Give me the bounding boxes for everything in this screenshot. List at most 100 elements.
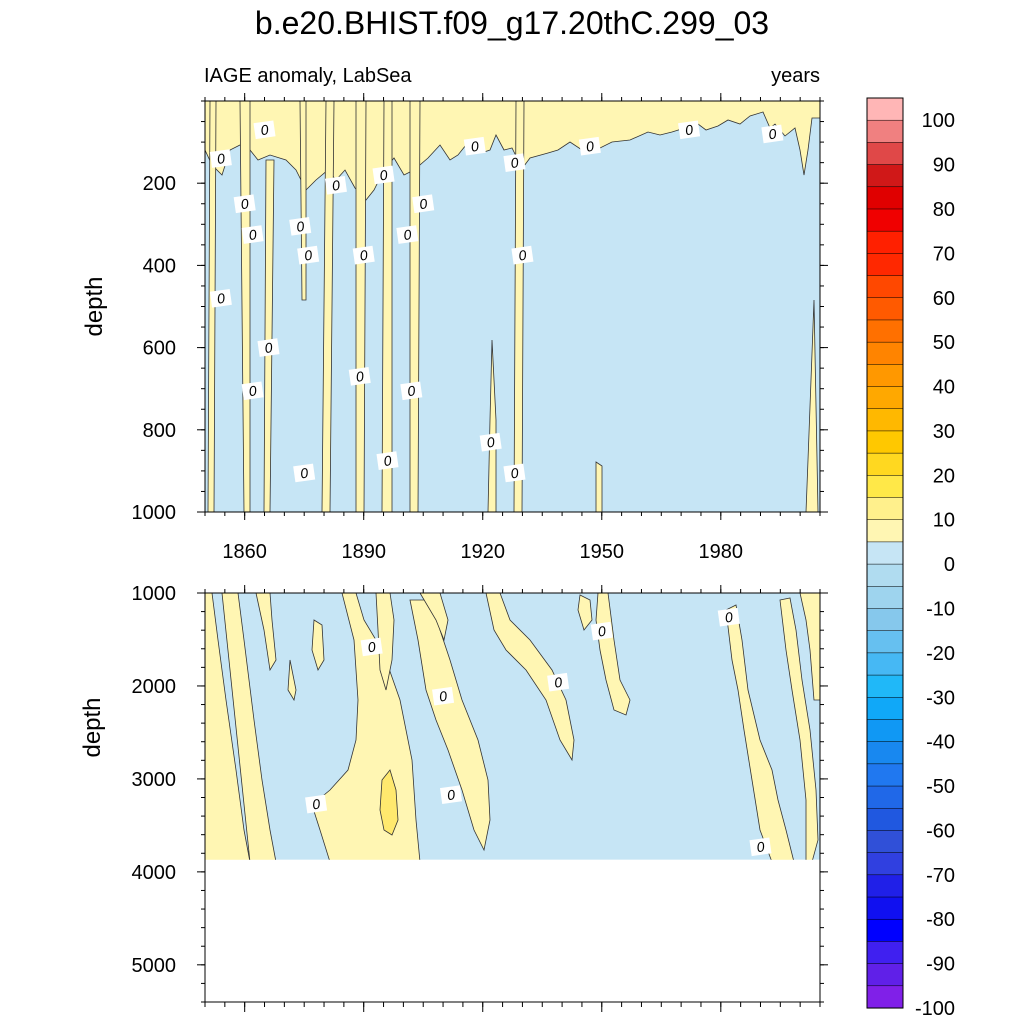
colorbar-swatch xyxy=(866,763,904,787)
contour-label-box xyxy=(372,165,395,185)
colorbar-swatch xyxy=(866,918,904,942)
y-tick-label: 2000 xyxy=(132,676,177,698)
colorbar-swatch xyxy=(866,963,904,987)
lower-positive-region xyxy=(577,594,593,631)
upper-contour-panel: 1860 1890 1920 1950 1980 200 400 600 800 1000 dept… xyxy=(81,93,828,563)
contour-label: 0 xyxy=(233,194,256,214)
contour-label-box xyxy=(578,136,601,156)
lower-contour-panel: 1000 2000 3000 4000 5000 depth 0 0 0 0 0 0 0 0 xyxy=(79,583,828,1012)
contour-label-box xyxy=(360,637,383,657)
colorbar-swatch xyxy=(866,852,904,876)
contour-label-text: 0 xyxy=(438,688,448,705)
colorbar-swatch xyxy=(866,697,904,721)
colorbar-swatch xyxy=(866,719,904,743)
contour-label-box xyxy=(717,607,740,627)
lower-no-data-area xyxy=(205,859,820,1002)
colorbar-swatch xyxy=(866,874,904,898)
colorbar-swatch xyxy=(866,785,904,809)
contour-label-text: 0 xyxy=(303,247,313,264)
contour-label: 0 xyxy=(412,194,435,214)
contour-label-box xyxy=(678,120,701,140)
contour-label-box xyxy=(324,175,347,195)
lower-positive-region xyxy=(311,619,325,671)
lower-y-axis-label: depth xyxy=(79,697,106,757)
contour-label-box xyxy=(400,381,423,401)
colorbar: 1009080706050403020100-10-20-30-40-50-60… xyxy=(866,97,955,1020)
contour-label-box xyxy=(376,451,399,470)
lower-positive-region xyxy=(375,592,395,691)
contour-label: 0 xyxy=(400,381,423,401)
contour-label-box xyxy=(439,785,463,805)
colorbar-swatch xyxy=(866,452,904,476)
contour-label-text: 0 xyxy=(684,121,694,138)
contour-label-box xyxy=(293,463,316,483)
y-tick-label: 3000 xyxy=(132,769,177,791)
contour-label-text: 0 xyxy=(517,247,527,264)
lower-positive-region xyxy=(409,599,491,852)
contour-label: 0 xyxy=(578,136,601,156)
y-tick-label: 800 xyxy=(143,420,176,442)
contour-label-box xyxy=(241,381,264,401)
x-tick-label: 1950 xyxy=(580,541,625,563)
x-tick-label: 1860 xyxy=(222,541,267,563)
colorbar-label: -80 xyxy=(926,909,955,931)
colorbar-swatch xyxy=(866,430,904,454)
lower-positive-region xyxy=(725,604,795,863)
y-tick-label: 600 xyxy=(143,338,176,360)
colorbar-swatch xyxy=(866,475,904,499)
colorbar-swatch xyxy=(866,319,904,343)
contour-label-box xyxy=(761,124,784,144)
lower-positive-region xyxy=(287,659,297,702)
contour-label-text: 0 xyxy=(299,464,309,481)
contour-label: 0 xyxy=(503,463,526,483)
contour-label-text: 0 xyxy=(767,125,777,142)
upper-positive-region xyxy=(409,100,421,513)
contour-label-box xyxy=(503,153,526,172)
contour-label-box xyxy=(547,672,570,692)
contour-label: 0 xyxy=(209,288,232,308)
colorbar-swatch xyxy=(866,941,904,965)
colorbar-swatch xyxy=(866,985,904,1009)
colorbar-swatch xyxy=(866,652,904,676)
upper-positive-region xyxy=(381,100,393,513)
colorbar-label: 70 xyxy=(933,243,955,265)
contour-label-text: 0 xyxy=(510,154,520,171)
left-panel-title: IAGE anomaly, LabSea xyxy=(204,65,412,87)
contour-label-text: 0 xyxy=(402,226,412,243)
contour-label-box xyxy=(305,794,328,814)
y-tick-label: 4000 xyxy=(132,862,177,884)
contour-label-box xyxy=(590,621,613,641)
contour-label: 0 xyxy=(463,136,486,156)
x-tick-label: 1980 xyxy=(699,541,744,563)
contour-label: 0 xyxy=(432,686,455,706)
contour-label-box xyxy=(241,225,264,244)
contour-label: 0 xyxy=(547,672,570,692)
contour-label-text: 0 xyxy=(379,166,389,183)
colorbar-swatch xyxy=(866,186,904,210)
colorbar-swatch xyxy=(866,541,904,565)
colorbar-label: -90 xyxy=(926,954,955,976)
contour-label-box xyxy=(412,194,435,214)
contour-label-box xyxy=(503,463,526,483)
contour-label-text: 0 xyxy=(311,796,321,813)
contour-label-box xyxy=(396,225,419,244)
contour-label: 0 xyxy=(503,153,526,172)
colorbar-swatch xyxy=(866,230,904,254)
colorbar-swatch xyxy=(866,586,904,610)
lower-strong-positive-region xyxy=(379,769,399,836)
units-label: years xyxy=(771,65,820,87)
contour-label-text: 0 xyxy=(260,121,270,138)
contour-label-box xyxy=(352,245,375,265)
contour-label-box xyxy=(289,217,312,236)
colorbar-swatch xyxy=(866,341,904,365)
colorbar-label: -40 xyxy=(926,732,955,754)
colorbar-label: -20 xyxy=(926,643,955,665)
colorbar-label: 20 xyxy=(933,465,955,487)
contour-label: 0 xyxy=(241,225,264,244)
y-tick-label: 1000 xyxy=(132,583,177,605)
colorbar-swatch xyxy=(866,275,904,299)
contour-label: 0 xyxy=(479,432,502,452)
colorbar-swatch xyxy=(866,497,904,521)
contour-label: 0 xyxy=(293,463,316,483)
